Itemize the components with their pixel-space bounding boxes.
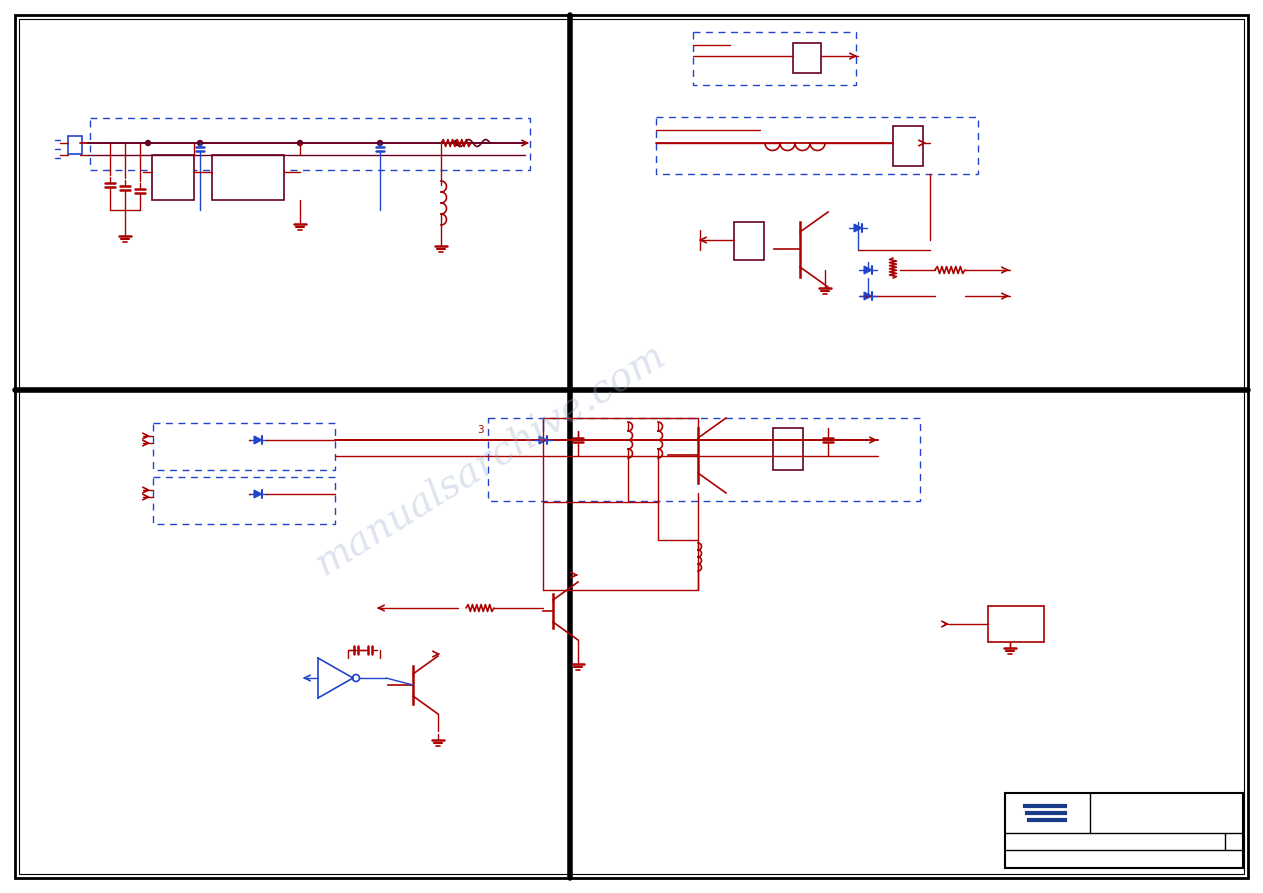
Bar xyxy=(68,136,82,154)
Bar xyxy=(988,606,1045,642)
Text: manualsarchive.com: manualsarchive.com xyxy=(308,337,672,583)
Polygon shape xyxy=(254,490,261,498)
Bar xyxy=(1005,793,1243,868)
Bar xyxy=(893,126,923,166)
Polygon shape xyxy=(539,436,547,444)
Polygon shape xyxy=(854,224,863,232)
Bar xyxy=(793,43,821,73)
Bar xyxy=(655,117,978,174)
Bar xyxy=(152,155,195,200)
Bar xyxy=(773,428,803,470)
Text: 3: 3 xyxy=(476,425,484,435)
Polygon shape xyxy=(864,266,871,274)
Bar xyxy=(212,155,284,200)
Bar xyxy=(734,222,764,260)
Circle shape xyxy=(145,140,150,146)
Bar xyxy=(153,477,335,524)
Bar xyxy=(90,118,530,170)
Bar xyxy=(153,423,335,470)
Circle shape xyxy=(378,140,383,146)
Bar xyxy=(488,418,919,501)
Circle shape xyxy=(453,140,458,146)
Bar xyxy=(693,32,856,85)
Circle shape xyxy=(197,140,202,146)
Polygon shape xyxy=(254,436,261,444)
Polygon shape xyxy=(864,292,871,300)
Circle shape xyxy=(298,140,303,146)
